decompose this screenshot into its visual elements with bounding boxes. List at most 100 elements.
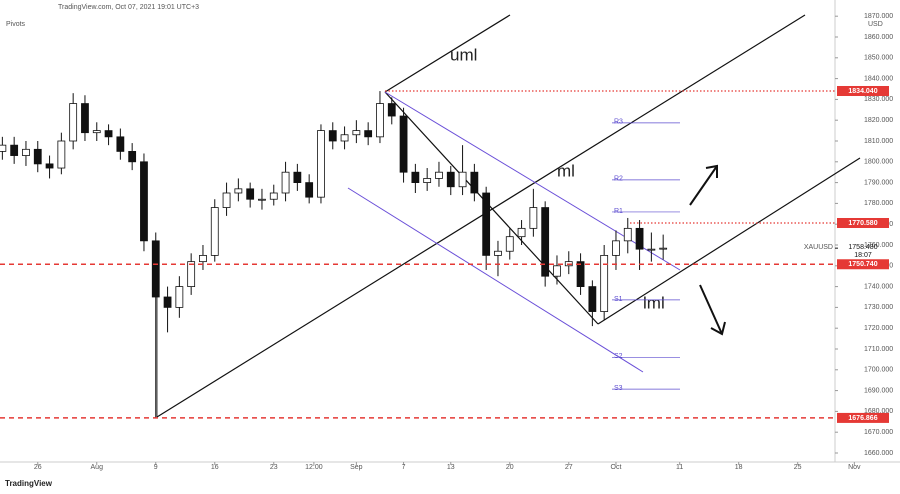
y-tick-label: 1700.000 — [864, 367, 893, 374]
candle-body — [140, 161, 148, 242]
level-badge — [837, 412, 889, 423]
candle-body — [92, 130, 101, 134]
header-source: TradingView.com, Oct 07, 2021 19:01 UTC+… — [58, 4, 199, 11]
x-tick-label: 7 — [402, 464, 406, 471]
candle-body — [588, 286, 597, 312]
x-tick-label: 26 — [34, 464, 42, 471]
arrow-down — [699, 284, 726, 336]
candle-body — [305, 182, 314, 198]
candle-body — [57, 140, 66, 169]
candle-body — [411, 171, 420, 183]
candle-body — [635, 227, 644, 250]
x-tick-label: Sep — [350, 464, 363, 471]
candle-body — [33, 148, 42, 165]
candle-body — [541, 207, 550, 277]
y-tick-label: 1810.000 — [864, 138, 893, 145]
x-tick-label: Aug — [91, 464, 104, 471]
candle-body — [317, 130, 325, 198]
channel-lower — [347, 187, 644, 373]
currency: USD — [868, 21, 883, 28]
candle-body — [10, 144, 19, 156]
pivot-label: S3 — [614, 385, 623, 392]
pivot-label: R1 — [614, 208, 623, 215]
candle-body — [600, 254, 609, 312]
y-tick-label: 1860.000 — [864, 34, 893, 41]
symbol-label: XAUUSD — [804, 244, 833, 251]
candle-body — [199, 254, 207, 263]
lower-median-line — [597, 157, 861, 325]
candle-body — [517, 227, 526, 238]
y-tick-label: 1870.000 — [864, 13, 893, 20]
candle-body — [45, 163, 54, 169]
candle-body — [210, 207, 219, 256]
candle-body — [69, 103, 78, 142]
candle-body — [576, 261, 585, 287]
candle-body — [163, 296, 172, 308]
candle-body — [22, 148, 30, 156]
candle-body — [128, 151, 137, 163]
candle-body — [151, 240, 160, 298]
candle-body — [116, 136, 125, 152]
y-tick-label: 1780.000 — [864, 200, 893, 207]
x-tick-label: 27 — [565, 464, 573, 471]
pivot-label: R3 — [614, 119, 623, 126]
candle-body — [505, 236, 514, 252]
candle-body — [328, 130, 337, 142]
y-tick-label: 1850.000 — [864, 55, 893, 62]
candle-body — [553, 265, 561, 277]
candle-body — [482, 192, 491, 256]
candle-body — [458, 171, 467, 188]
pivot-label: S2 — [614, 353, 623, 360]
median-line — [156, 14, 806, 418]
footer-brand: TradingView — [5, 479, 53, 488]
x-tick-label: 16 — [211, 464, 219, 471]
x-tick-label: Nov — [848, 464, 861, 471]
x-tick-label: 9 — [154, 464, 158, 471]
x-tick-label: Oct — [611, 464, 622, 471]
candle-body — [222, 192, 231, 208]
level-badge — [837, 85, 889, 96]
y-tick-label: 1730.000 — [864, 304, 893, 311]
level-label: 1750.740 — [848, 261, 877, 268]
indicator-name: Pivots — [6, 21, 26, 28]
y-tick-label: 1800.000 — [864, 159, 893, 166]
y-tick-label: 1790.000 — [864, 179, 893, 186]
candle-body — [281, 171, 290, 194]
candle-body — [258, 198, 266, 201]
candle-body — [187, 261, 196, 287]
annotation: lml — [643, 293, 665, 312]
candle-body — [246, 188, 255, 200]
arrow-up — [689, 164, 718, 206]
candle-body — [529, 207, 538, 229]
y-tick-label: 1760.000 — [864, 242, 893, 249]
y-tick-label: 1840.000 — [864, 75, 893, 82]
y-tick-label: 1660.000 — [864, 450, 893, 457]
candle-body — [293, 171, 302, 183]
y-tick-label: 1740.000 — [864, 283, 893, 290]
candle-body — [494, 250, 502, 256]
candle-body — [340, 134, 349, 142]
pitchfork-base — [384, 91, 599, 325]
candle-body — [352, 130, 361, 136]
upper-median-line — [384, 14, 511, 93]
pivot-label: S1 — [614, 296, 623, 303]
y-tick-label: 1720.000 — [864, 325, 893, 332]
candle-body — [234, 188, 243, 194]
candle-body — [659, 247, 668, 250]
candle-body — [612, 240, 620, 256]
level-label: 1770.580 — [848, 220, 877, 227]
candle-body — [623, 227, 632, 242]
x-tick-label: 23 — [270, 464, 278, 471]
y-tick-label: 1830.000 — [864, 96, 893, 103]
level-label: 1676.866 — [848, 415, 877, 422]
x-tick-label: 12:00 — [305, 464, 323, 471]
x-tick-label: 13 — [447, 464, 455, 471]
level-badge — [837, 217, 889, 228]
y-tick-label: 1820.000 — [864, 117, 893, 124]
candle-body — [104, 130, 113, 138]
x-tick-label: 25 — [794, 464, 802, 471]
y-tick-label: 1670.000 — [864, 429, 893, 436]
x-tick-label: 11 — [676, 464, 683, 471]
